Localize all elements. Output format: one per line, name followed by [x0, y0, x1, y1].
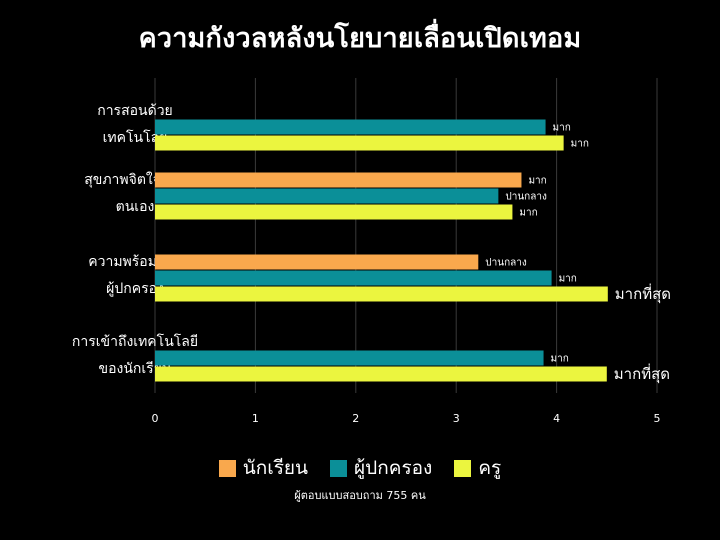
x-tick-label: 4	[553, 412, 560, 425]
data-label: มาก	[553, 123, 571, 134]
legend-swatch-teachers	[454, 459, 472, 477]
x-tick-label: 0	[152, 412, 159, 425]
data-label: มาก	[571, 139, 589, 150]
legend-swatch-students	[218, 459, 236, 477]
data-label: มาก	[551, 354, 569, 365]
legend-label-teachers: ครู	[478, 457, 502, 479]
bar	[155, 254, 479, 270]
category-label: ตนเอง	[116, 199, 155, 215]
data-label: มาก	[519, 208, 537, 219]
bar	[155, 350, 544, 366]
bar	[155, 270, 552, 286]
x-tick-label: 1	[252, 412, 259, 425]
x-tick-label: 2	[352, 412, 359, 425]
bar	[155, 135, 564, 151]
category-label: การสอนด้วย	[97, 103, 173, 119]
x-tick-label: 5	[654, 412, 661, 425]
legend-swatch-parents	[330, 459, 348, 477]
data-label: มาก	[559, 274, 577, 285]
bar	[155, 188, 499, 204]
data-label: มากที่สุด	[615, 283, 671, 304]
legend-item-parents: ผู้ปกครอง	[330, 453, 432, 483]
legend-label-parents: ผู้ปกครอง	[354, 457, 433, 479]
category-label: ผู้ปกครอง	[106, 281, 164, 297]
bar	[155, 172, 522, 188]
chart-title: ความกังวลหลังนโยบายเลื่อนเปิดเทอม	[138, 23, 582, 54]
legend-item-students: นักเรียน	[218, 453, 309, 483]
data-label: ปานกลาง	[505, 192, 547, 203]
footnote: ผู้ตอบแบบสอบถาม 755 คน	[294, 489, 426, 502]
x-tick-label: 3	[453, 412, 460, 425]
legend-label-students: นักเรียน	[242, 457, 309, 479]
data-label: ปานกลาง	[485, 258, 527, 269]
legend: นักเรียน ผู้ปกครอง ครู	[0, 453, 720, 483]
bar	[155, 286, 608, 302]
legend-item-teachers: ครู	[454, 453, 501, 483]
bar	[155, 119, 546, 135]
category-label: การเข้าถึงเทคโนโลยี	[72, 333, 198, 350]
bar	[155, 366, 607, 382]
data-label: มากที่สุด	[614, 363, 670, 384]
category-label: เทคโนโลยี	[103, 129, 168, 146]
bar	[155, 204, 513, 220]
category-label: ของนักเรียน	[99, 361, 172, 377]
data-label: มาก	[528, 176, 546, 187]
